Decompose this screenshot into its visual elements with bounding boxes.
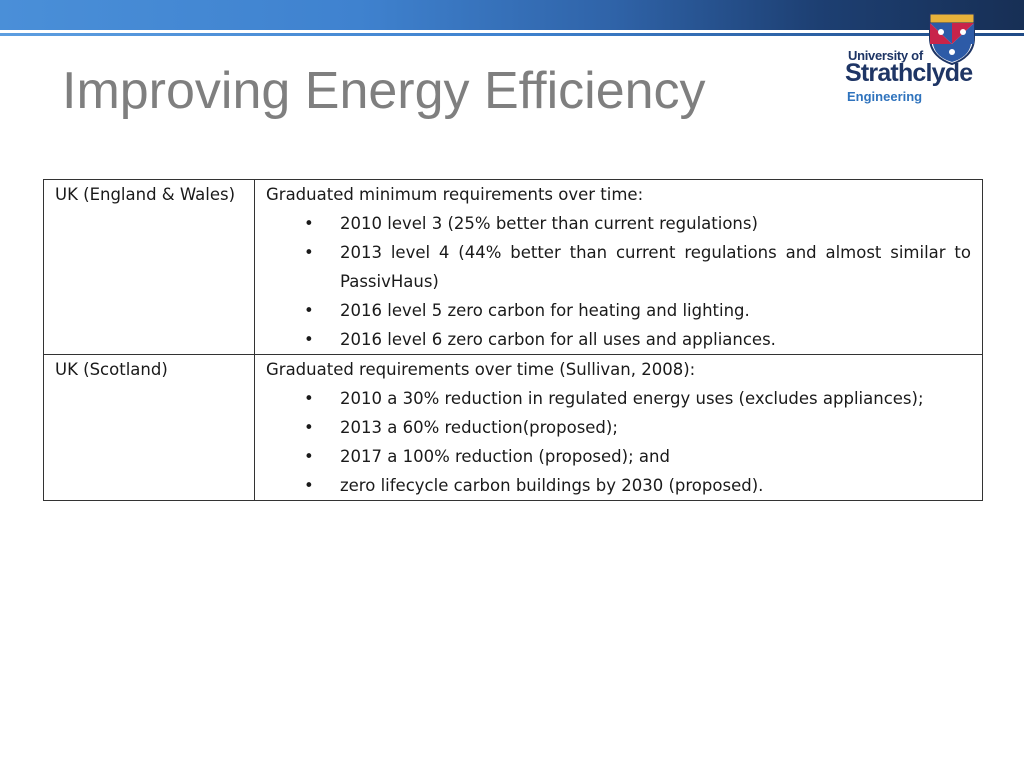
requirements-cell: Graduated requirements over time (Sulliv… (254, 354, 983, 501)
bullet-icon: • (304, 330, 314, 349)
energy-requirements-table: UK (England & Wales) Graduated minimum r… (43, 179, 983, 501)
region-label: UK (England & Wales) (55, 185, 236, 204)
list-item: • zero lifecycle carbon buildings by 2030… (304, 471, 971, 500)
header-rule (0, 33, 1024, 36)
list-item-text: 2010 a 30% reduction in regulated energy… (340, 389, 924, 408)
list-item: • 2013 level 4 (44% better than current r… (304, 238, 971, 296)
list-item: • 2016 level 5 zero carbon for heating an… (304, 296, 971, 325)
region-label: UK (Scotland) (55, 360, 168, 379)
crest-icon (929, 13, 975, 66)
table-row: UK (Scotland) Graduated requirements ove… (43, 354, 983, 501)
bullet-icon: • (304, 214, 314, 233)
region-cell: UK (England & Wales) (43, 179, 255, 355)
requirements-list: • 2010 level 3 (25% better than current r… (266, 209, 971, 354)
region-cell: UK (Scotland) (43, 354, 255, 501)
list-item-text: 2013 a 60% reduction(proposed); (340, 418, 618, 437)
list-item-text: 2016 level 5 zero carbon for heating and… (340, 301, 750, 320)
list-item-text: 2013 level 4 (44% better than current re… (340, 243, 971, 291)
requirements-list: • 2010 a 30% reduction in regulated energ… (266, 384, 971, 500)
university-logo: University of Strathclyde Engineering (836, 10, 996, 110)
requirements-intro: Graduated requirements over time (Sulliv… (266, 360, 696, 379)
logo-text-engineering: Engineering (847, 89, 923, 104)
list-item: • 2016 level 6 zero carbon for all uses a… (304, 325, 971, 354)
logo-text-strathclyde: Strathclyde (845, 59, 973, 87)
bullet-icon: • (304, 418, 314, 437)
list-item-text: 2010 level 3 (25% better than current re… (340, 214, 758, 233)
header-gradient-bar (0, 0, 1024, 30)
list-item: • 2010 level 3 (25% better than current r… (304, 209, 971, 238)
requirements-cell: Graduated minimum requirements over time… (254, 179, 983, 355)
bullet-icon: • (304, 301, 314, 320)
list-item: • 2017 a 100% reduction (proposed); and (304, 442, 971, 471)
list-item: • 2013 a 60% reduction(proposed); (304, 413, 971, 442)
bullet-icon: • (304, 243, 314, 262)
bullet-icon: • (304, 389, 314, 408)
bullet-icon: • (304, 476, 314, 495)
logo-text-university-of: University of (848, 48, 923, 63)
table-row: UK (England & Wales) Graduated minimum r… (43, 179, 983, 355)
list-item-text: zero lifecycle carbon buildings by 2030 … (340, 476, 764, 495)
slide-title: Improving Energy Efficiency (62, 62, 706, 120)
list-item: • 2010 a 30% reduction in regulated energ… (304, 384, 971, 413)
bullet-icon: • (304, 447, 314, 466)
list-item-text: 2017 a 100% reduction (proposed); and (340, 447, 670, 466)
list-item-text: 2016 level 6 zero carbon for all uses an… (340, 330, 776, 349)
requirements-intro: Graduated minimum requirements over time… (266, 185, 644, 204)
